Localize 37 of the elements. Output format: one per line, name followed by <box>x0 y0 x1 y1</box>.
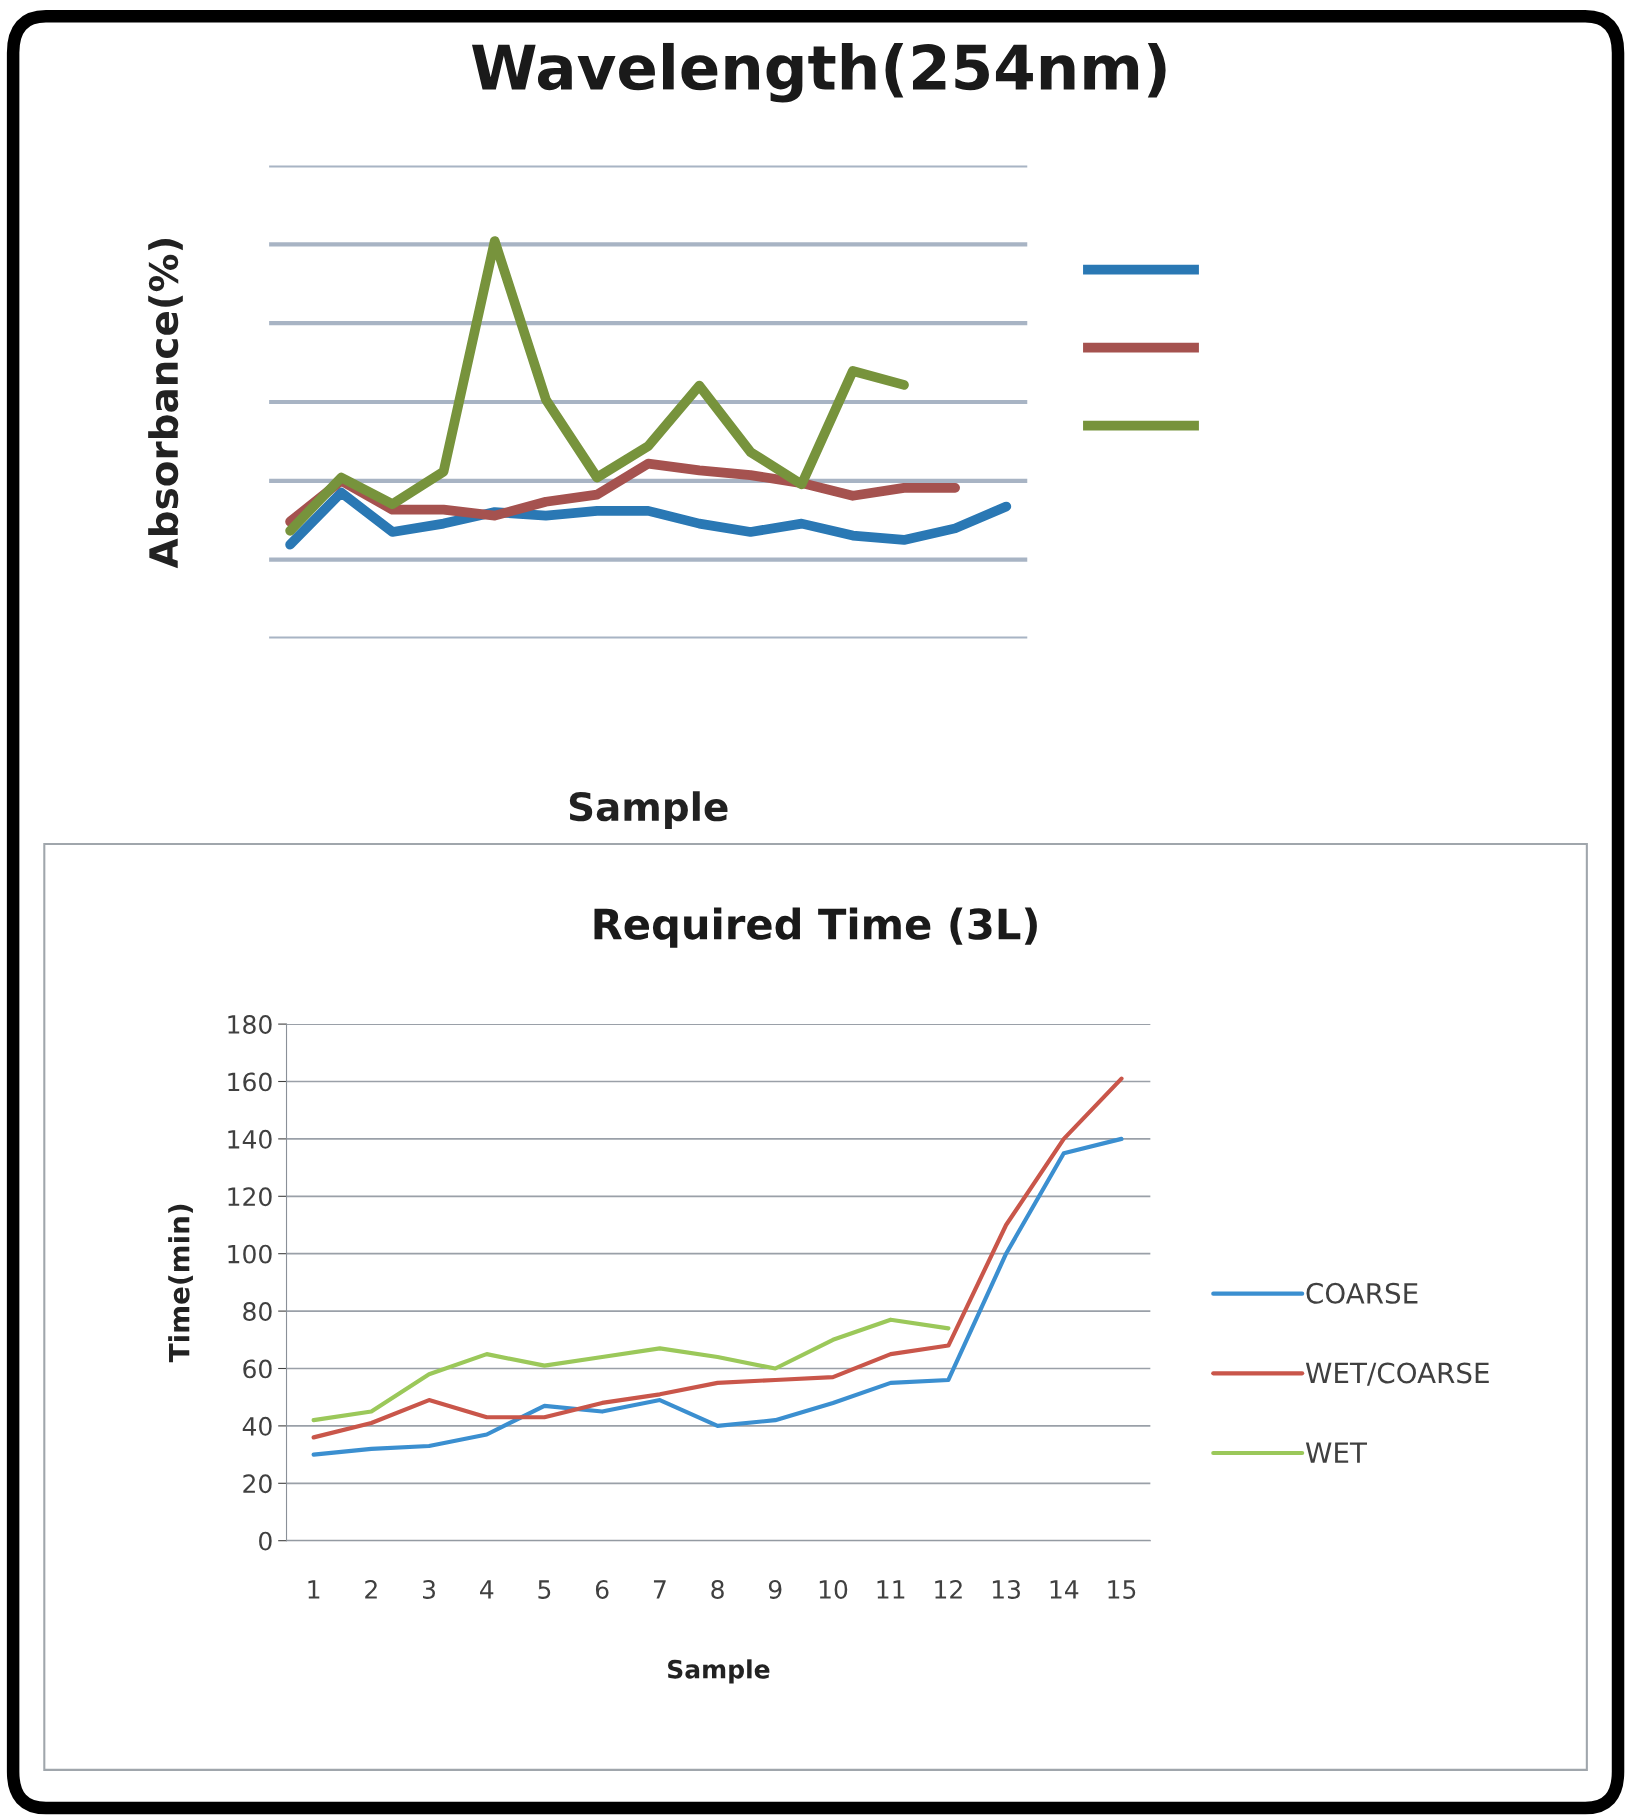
line-series <box>311 1076 1124 1440</box>
x-axis-title: Sample <box>668 1659 770 1684</box>
x-tick-label: 3 <box>423 1580 435 1599</box>
x-tick-label: 1 <box>308 1580 320 1599</box>
x-tick-label: 11 <box>877 1580 905 1599</box>
y-tick-label: 100 <box>228 1244 272 1264</box>
y-tick-label: 140 <box>228 1129 272 1149</box>
chart-title: Wavelength(254nm) <box>471 42 1166 103</box>
x-tick-label: 14 <box>1050 1580 1079 1599</box>
y-tick-label: 80 <box>243 1302 272 1321</box>
y-axis-title: Time(min) <box>168 1204 193 1363</box>
x-tick-label: 15 <box>1108 1580 1136 1599</box>
x-tick-label: 9 <box>768 1580 782 1599</box>
y-tick-label: 40 <box>242 1416 272 1436</box>
y-tick-label: 180 <box>228 1015 272 1034</box>
x-tick-label: 4 <box>480 1580 494 1599</box>
x-tick-label: 8 <box>711 1580 724 1599</box>
y-tick-label: 160 <box>228 1072 272 1092</box>
x-tick-label: 13 <box>992 1580 1020 1599</box>
x-tick-label: 2 <box>365 1580 377 1599</box>
legend-label: WET/COARSE <box>1305 1362 1489 1386</box>
chart-title: Required Time (3L) <box>594 907 1037 948</box>
line-series <box>311 1136 1124 1457</box>
x-tick-label: 7 <box>653 1580 666 1599</box>
x-tick-label: 6 <box>595 1580 609 1599</box>
legend-label: COARSE <box>1306 1282 1418 1304</box>
legend-label: WET <box>1305 1442 1368 1463</box>
line-series <box>311 1317 951 1423</box>
x-tick-label: 5 <box>538 1580 551 1599</box>
y-tick-label: 120 <box>228 1187 272 1207</box>
x-axis-title: Sample <box>569 791 728 829</box>
y-tick-label: 0 <box>259 1531 272 1551</box>
y-tick-label: 20 <box>243 1474 272 1494</box>
y-axis-title: Absorbance(%) <box>148 239 183 569</box>
x-tick-label: 10 <box>819 1580 848 1599</box>
y-tick-label: 60 <box>243 1359 272 1379</box>
x-tick-label: 12 <box>935 1580 962 1599</box>
